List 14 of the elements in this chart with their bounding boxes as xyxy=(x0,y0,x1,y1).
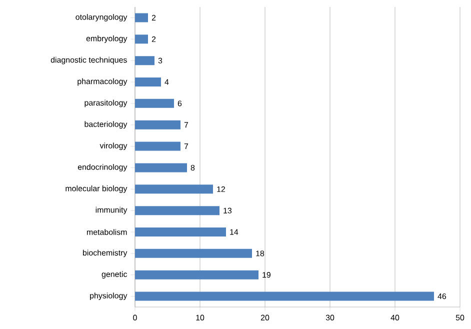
bar xyxy=(135,98,174,108)
bar xyxy=(135,142,180,151)
bar xyxy=(135,13,148,22)
bar xyxy=(135,206,220,216)
bar xyxy=(135,78,161,87)
bar xyxy=(135,120,180,130)
bar xyxy=(135,292,434,301)
bar xyxy=(135,34,148,44)
bar xyxy=(135,248,252,258)
bar xyxy=(135,184,213,194)
bar xyxy=(135,163,187,172)
bar xyxy=(135,56,154,66)
bar xyxy=(135,270,258,280)
bar xyxy=(135,228,226,237)
